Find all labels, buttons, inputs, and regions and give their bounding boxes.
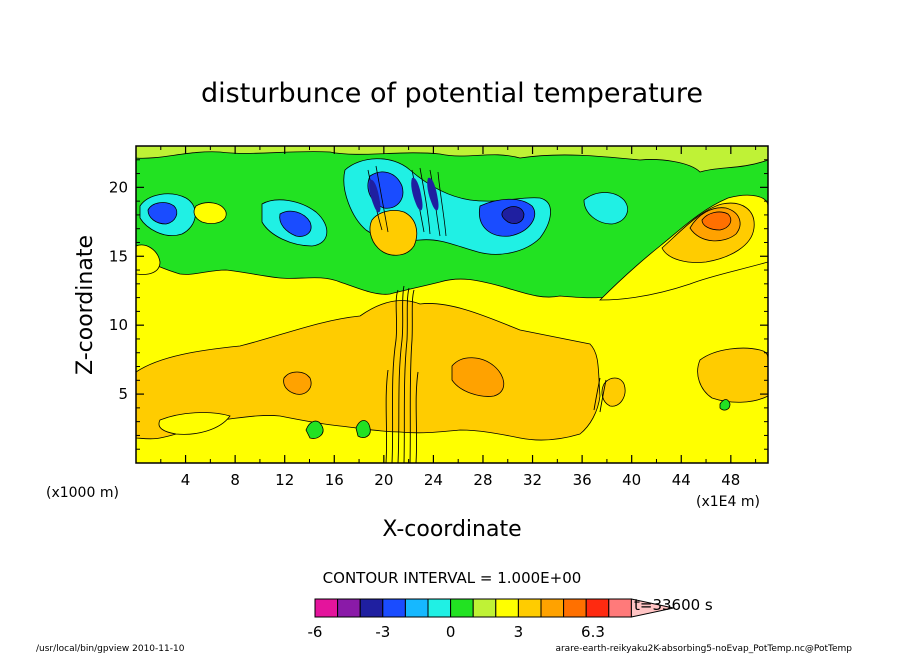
- y-tick-label: 15: [109, 247, 128, 265]
- x-tick-label: 24: [424, 471, 443, 489]
- colorbar-cell: [382, 598, 406, 618]
- colorbar-cell: [427, 598, 452, 618]
- region-blue-left-center: [279, 210, 312, 237]
- colorbar-tick-label: -3: [375, 623, 390, 641]
- y-tick-label: 10: [109, 316, 128, 334]
- footer-left: /usr/local/bin/gpview 2010-11-10: [36, 644, 185, 654]
- colorbar-tick-label: 0: [446, 623, 456, 641]
- x-tick-label: 8: [230, 471, 240, 489]
- y-axis: 5 10 15 20: [109, 159, 768, 450]
- region-lower-orange: [135, 300, 601, 441]
- colorbar-cell: [608, 598, 632, 618]
- region-ground-green-2: [355, 420, 371, 438]
- region-lower-center-dark-orange: [451, 357, 505, 397]
- plot-frame: [135, 145, 769, 464]
- region-left-edge-yellow: [135, 244, 161, 275]
- colorbar-cell: [337, 598, 361, 618]
- contour-interval-text: CONTOUR INTERVAL = 1.000E+00: [323, 569, 582, 587]
- x-tick-label: 28: [473, 471, 492, 489]
- x-tick-label: 36: [573, 471, 592, 489]
- x-tick-label: 16: [325, 471, 344, 489]
- footer-right: arare-earth-reikyaku2K-absorbing5-noEvap…: [555, 644, 852, 654]
- colorbar-cell: [517, 598, 542, 618]
- x-axis-label: X-coordinate: [382, 517, 521, 542]
- region-center-warm-plume: [369, 210, 418, 256]
- x-tick-label: 20: [374, 471, 393, 489]
- y-tick-label: 5: [118, 385, 128, 403]
- colorbar-cell: [404, 598, 429, 618]
- colorbar-cell: [540, 598, 565, 618]
- region-lower-right-orange: [697, 347, 769, 403]
- colorbar-cell: [585, 598, 610, 618]
- region-top-lightgreen: [135, 145, 769, 173]
- colorbar-cell: [450, 598, 474, 618]
- upper-plume-streak-fill: [369, 177, 439, 213]
- region-left-upper-yellow: [193, 202, 227, 224]
- region-right-red-core: [701, 211, 732, 231]
- x-tick-label: 44: [672, 471, 691, 489]
- y-axis-label: Z-coordinate: [73, 235, 98, 375]
- x-tick-label: 40: [622, 471, 641, 489]
- chart-title: disturbunce of potential temperature: [201, 78, 703, 109]
- x-unit-right: (x1E4 m): [696, 494, 760, 510]
- central-plume-lines: [385, 285, 607, 464]
- streak-navy-3: [369, 179, 381, 213]
- x-unit-left: (x1000 m): [46, 485, 119, 501]
- x-tick-label: 4: [181, 471, 191, 489]
- colorbar: [314, 598, 674, 618]
- colorbar-cell: [563, 598, 587, 618]
- time-label: t=33600 s: [634, 596, 713, 614]
- region-ground-green-3: [719, 399, 731, 411]
- colorbar-cell: [359, 598, 384, 618]
- colorbar-cell: [314, 598, 339, 618]
- colorbar-tick-label: 6.3: [581, 623, 605, 641]
- x-tick-label: 32: [523, 471, 542, 489]
- colorbar-cell: [472, 598, 497, 618]
- region-ground-yellow-left: [158, 412, 231, 435]
- colorbar-arrow: [630, 598, 674, 618]
- colorbar-tick-labels: -6 -3 0 3 6.3: [308, 623, 605, 641]
- x-tick-label: 12: [275, 471, 294, 489]
- contour-field: [135, 145, 769, 464]
- x-tick-label: 48: [721, 471, 740, 489]
- colorbar-cell: [495, 598, 519, 618]
- colorbar-tick-label: -6: [308, 623, 323, 641]
- region-lower-left-dark-orange: [283, 371, 312, 395]
- streak-navy-2: [427, 177, 439, 211]
- y-tick-label: 20: [109, 178, 128, 196]
- region-cyan-right: [583, 192, 628, 225]
- region-ground-green-1: [305, 420, 324, 439]
- streak-navy-1: [411, 177, 423, 211]
- x-axis: 4 8 12 16 20 24 28 32 36 40 44 48: [160, 146, 757, 489]
- colorbar-tick-label: 3: [514, 623, 524, 641]
- region-blue-left: [147, 202, 178, 225]
- region-navy-center-right: [501, 206, 525, 224]
